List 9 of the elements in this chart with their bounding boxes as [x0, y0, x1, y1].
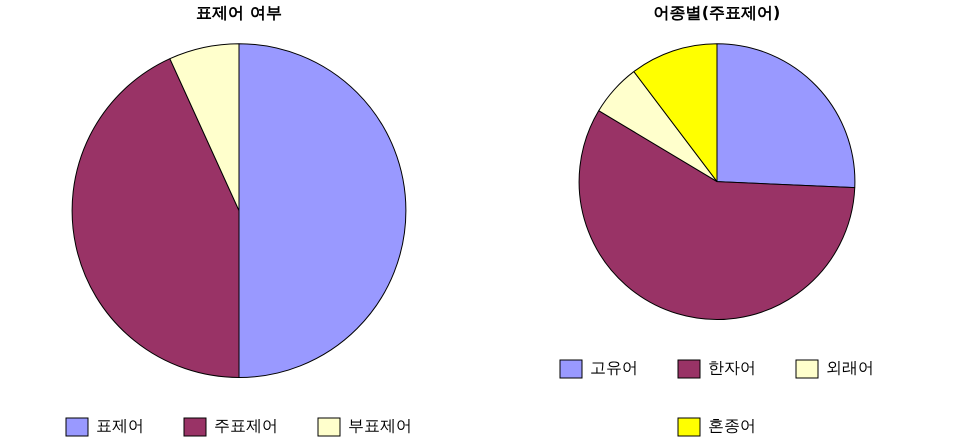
legend-label: 표제어 — [96, 416, 144, 436]
legend-label: 한자어 — [708, 358, 756, 378]
legend-label: 외래어 — [826, 358, 874, 378]
chart-title: 표제어 여부 — [196, 2, 282, 22]
chart-title: 어종별(주표제어) — [654, 2, 780, 22]
legend-label: 고유어 — [590, 358, 638, 378]
legend-label: 부표제어 — [348, 416, 412, 436]
legend-label: 주표제어 — [214, 416, 278, 436]
legend-label: 혼종어 — [708, 416, 756, 436]
